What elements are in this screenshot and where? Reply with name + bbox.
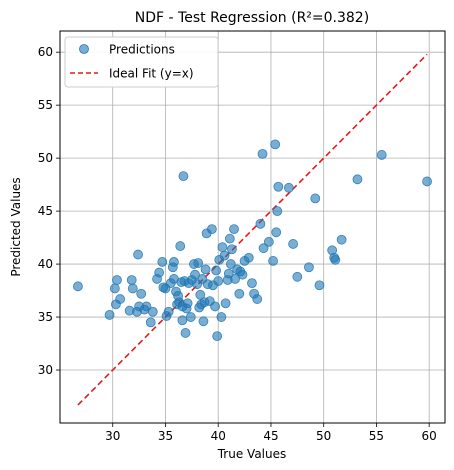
data-point xyxy=(216,312,227,322)
data-point xyxy=(177,315,188,326)
data-point xyxy=(247,278,257,289)
data-point xyxy=(252,294,263,304)
x-tick-label: 50 xyxy=(316,429,331,443)
data-point xyxy=(169,257,179,267)
data-point xyxy=(304,262,314,273)
data-point xyxy=(227,244,237,255)
data-point xyxy=(213,276,224,286)
data-point xyxy=(272,206,283,217)
data-point xyxy=(243,252,254,263)
data-point xyxy=(211,265,222,276)
data-point xyxy=(73,281,83,292)
data-point xyxy=(147,306,158,317)
y-tick-label: 45 xyxy=(38,204,53,218)
data-point xyxy=(210,301,220,312)
x-axis-label: True Values xyxy=(217,447,287,461)
data-point xyxy=(258,243,269,254)
y-tick-label: 55 xyxy=(38,98,53,112)
data-point xyxy=(268,256,278,266)
data-point xyxy=(154,267,165,278)
data-point xyxy=(133,249,143,260)
legend: Predictions Ideal Fit (y=x) xyxy=(64,36,219,88)
data-point xyxy=(127,283,138,294)
data-point xyxy=(185,312,196,322)
fit-line-layer xyxy=(77,53,428,406)
data-point xyxy=(234,288,245,299)
data-point xyxy=(288,239,299,249)
x-tick-label: 45 xyxy=(263,429,278,443)
plot-frame xyxy=(59,30,446,424)
data-point xyxy=(273,181,284,192)
x-tick-label: 35 xyxy=(158,429,173,443)
data-point xyxy=(195,289,206,300)
data-point xyxy=(225,259,236,269)
data-point xyxy=(229,224,239,235)
data-point xyxy=(310,193,321,204)
y-tick-label: 40 xyxy=(38,257,53,271)
x-tick-label: 55 xyxy=(369,429,384,443)
data-point xyxy=(422,176,432,187)
x-tick-label: 30 xyxy=(105,429,120,443)
data-point xyxy=(237,269,248,280)
data-point xyxy=(136,288,147,299)
data-point xyxy=(352,174,363,185)
legend-box xyxy=(64,36,219,88)
data-point xyxy=(220,298,231,309)
data-point xyxy=(178,171,189,182)
data-point xyxy=(175,241,186,251)
data-point xyxy=(182,298,193,309)
data-point xyxy=(157,257,168,267)
data-point xyxy=(223,268,234,279)
y-axis-label: Predicted Values xyxy=(9,177,23,276)
ticks: 30 35 40 45 50 55 60 30 35 40 45 50 55 60 xyxy=(38,45,437,443)
data-point xyxy=(180,328,191,338)
data-point xyxy=(141,301,152,312)
data-point xyxy=(271,227,282,238)
data-point xyxy=(115,294,126,304)
legend-label-ideal-fit: Ideal Fit (y=x) xyxy=(109,67,194,81)
data-point xyxy=(104,310,115,320)
data-point xyxy=(263,236,274,247)
legend-label-predictions: Predictions xyxy=(109,43,175,57)
data-point xyxy=(206,224,217,235)
data-point xyxy=(198,316,209,327)
data-point xyxy=(163,306,174,317)
data-point xyxy=(145,317,156,328)
data-point xyxy=(219,250,230,261)
x-tick-label: 60 xyxy=(422,429,437,443)
data-point xyxy=(109,283,120,294)
data-point xyxy=(376,150,387,160)
data-point xyxy=(314,280,325,291)
legend-marker-predictions xyxy=(79,44,89,54)
data-point xyxy=(126,275,137,285)
data-point xyxy=(255,218,266,229)
data-point xyxy=(230,274,240,284)
y-tick-label: 50 xyxy=(38,151,53,165)
ideal-fit-line xyxy=(77,53,428,406)
data-point xyxy=(193,258,204,268)
data-point xyxy=(112,275,122,285)
y-tick-label: 30 xyxy=(38,363,53,377)
data-point xyxy=(224,233,235,244)
data-point xyxy=(200,264,211,275)
data-point xyxy=(270,139,281,150)
y-tick-label: 35 xyxy=(38,310,53,324)
data-point xyxy=(330,254,341,265)
data-point xyxy=(190,269,200,280)
data-point xyxy=(336,234,347,245)
data-point xyxy=(283,182,294,193)
data-point xyxy=(217,242,228,253)
y-tick-label: 60 xyxy=(38,45,53,59)
points-layer xyxy=(73,139,432,342)
data-point xyxy=(212,331,223,342)
x-tick-label: 40 xyxy=(211,429,226,443)
data-point xyxy=(257,148,268,159)
data-point xyxy=(292,271,303,282)
grid xyxy=(60,31,445,423)
chart-title: NDF - Test Regression (R²=0.382) xyxy=(135,10,369,26)
